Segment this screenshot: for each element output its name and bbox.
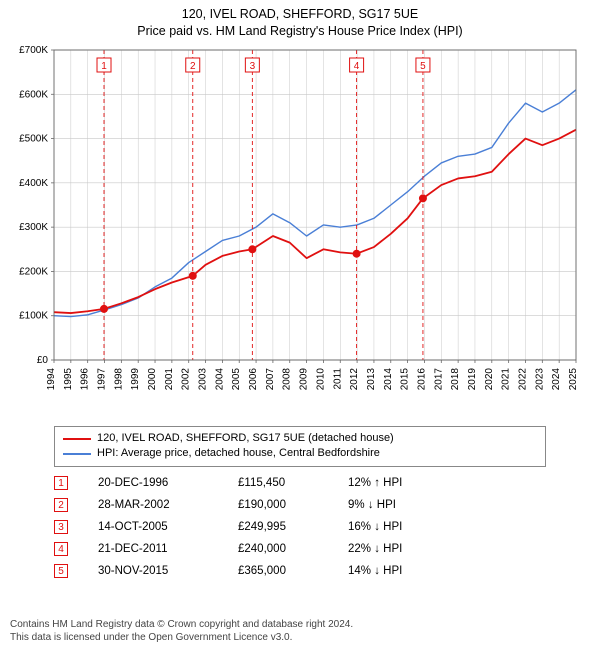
sale-marker: 2	[54, 498, 68, 512]
svg-text:1994: 1994	[46, 368, 57, 391]
svg-text:1998: 1998	[113, 368, 124, 391]
svg-text:2006: 2006	[248, 368, 259, 391]
sale-price: £249,995	[238, 521, 348, 533]
sale-date: 28-MAR-2002	[98, 499, 238, 511]
svg-text:2012: 2012	[349, 368, 360, 391]
sale-row: 4 21-DEC-2011£240,00022% ↓ HPI	[54, 538, 546, 560]
svg-text:4: 4	[354, 61, 360, 72]
svg-text:£600K: £600K	[19, 89, 48, 100]
sale-date: 30-NOV-2015	[98, 565, 238, 577]
svg-text:2017: 2017	[433, 368, 444, 391]
svg-text:5: 5	[420, 61, 426, 72]
legend-row: 120, IVEL ROAD, SHEFFORD, SG17 5UE (deta…	[63, 431, 537, 446]
legend-label: 120, IVEL ROAD, SHEFFORD, SG17 5UE (deta…	[97, 431, 394, 446]
svg-text:2023: 2023	[534, 368, 545, 391]
sale-price: £115,450	[238, 477, 348, 489]
sale-row: 1 20-DEC-1996£115,45012% ↑ HPI	[54, 472, 546, 494]
svg-text:2025: 2025	[568, 368, 579, 391]
sale-price: £190,000	[238, 499, 348, 511]
legend-swatch	[63, 438, 91, 440]
svg-text:£500K: £500K	[19, 134, 48, 145]
svg-text:2014: 2014	[383, 368, 394, 391]
sale-date: 14-OCT-2005	[98, 521, 238, 533]
legend-label: HPI: Average price, detached house, Cent…	[97, 446, 380, 461]
svg-text:2016: 2016	[416, 368, 427, 391]
svg-text:2009: 2009	[299, 368, 310, 391]
svg-text:2007: 2007	[265, 368, 276, 391]
footer-line2: This data is licensed under the Open Gov…	[10, 631, 353, 644]
sale-row: 5 30-NOV-2015£365,00014% ↓ HPI	[54, 560, 546, 582]
svg-text:2018: 2018	[450, 368, 461, 391]
svg-text:2013: 2013	[366, 368, 377, 391]
sale-price: £365,000	[238, 565, 348, 577]
svg-text:£200K: £200K	[19, 266, 48, 277]
sale-diff: 14% ↓ HPI	[348, 565, 468, 577]
svg-text:3: 3	[250, 61, 256, 72]
legend-row: HPI: Average price, detached house, Cent…	[63, 446, 537, 461]
svg-text:£100K: £100K	[19, 311, 48, 322]
sale-diff: 16% ↓ HPI	[348, 521, 468, 533]
svg-text:£300K: £300K	[19, 222, 48, 233]
svg-text:£700K: £700K	[19, 45, 48, 56]
svg-text:2022: 2022	[517, 368, 528, 391]
svg-text:2000: 2000	[147, 368, 158, 391]
sale-marker: 1	[54, 476, 68, 490]
svg-text:2005: 2005	[231, 368, 242, 391]
footer: Contains HM Land Registry data © Crown c…	[10, 618, 353, 644]
svg-text:2002: 2002	[181, 368, 192, 391]
svg-text:2004: 2004	[214, 368, 225, 391]
price-chart: £0 £100K £200K £300K £400K £500K £600K £700K 199…	[0, 44, 600, 414]
title-line1: 120, IVEL ROAD, SHEFFORD, SG17 5UE	[0, 6, 600, 23]
sale-date: 21-DEC-2011	[98, 543, 238, 555]
sale-diff: 22% ↓ HPI	[348, 543, 468, 555]
sale-diff: 12% ↑ HPI	[348, 477, 468, 489]
svg-text:1996: 1996	[80, 368, 91, 391]
svg-text:2011: 2011	[332, 368, 343, 390]
svg-text:£0: £0	[37, 355, 49, 366]
svg-text:1997: 1997	[97, 368, 108, 391]
legend: 120, IVEL ROAD, SHEFFORD, SG17 5UE (deta…	[54, 426, 546, 467]
sale-row: 3 14-OCT-2005£249,99516% ↓ HPI	[54, 516, 546, 538]
footer-line1: Contains HM Land Registry data © Crown c…	[10, 618, 353, 631]
svg-text:2019: 2019	[467, 368, 478, 391]
svg-text:2003: 2003	[198, 368, 209, 391]
sale-marker: 4	[54, 542, 68, 556]
legend-swatch	[63, 453, 91, 455]
sale-diff: 9% ↓ HPI	[348, 499, 468, 511]
svg-text:2015: 2015	[400, 368, 411, 391]
svg-text:2001: 2001	[164, 368, 175, 391]
svg-text:2020: 2020	[484, 368, 495, 391]
sale-marker: 5	[54, 564, 68, 578]
sales-table: 1 20-DEC-1996£115,45012% ↑ HPI 2 28-MAR-200…	[54, 472, 546, 582]
svg-text:2008: 2008	[282, 368, 293, 391]
sale-row: 2 28-MAR-2002£190,0009% ↓ HPI	[54, 494, 546, 516]
svg-text:2010: 2010	[315, 368, 326, 391]
sale-date: 20-DEC-1996	[98, 477, 238, 489]
svg-text:1: 1	[101, 61, 107, 72]
svg-text:£400K: £400K	[19, 178, 48, 189]
sale-price: £240,000	[238, 543, 348, 555]
title-line2: Price paid vs. HM Land Registry's House …	[0, 23, 600, 40]
svg-text:1999: 1999	[130, 368, 141, 391]
svg-text:2: 2	[190, 61, 196, 72]
svg-text:2021: 2021	[501, 368, 512, 391]
sale-marker: 3	[54, 520, 68, 534]
svg-text:2024: 2024	[551, 368, 562, 391]
svg-text:1995: 1995	[63, 368, 74, 391]
